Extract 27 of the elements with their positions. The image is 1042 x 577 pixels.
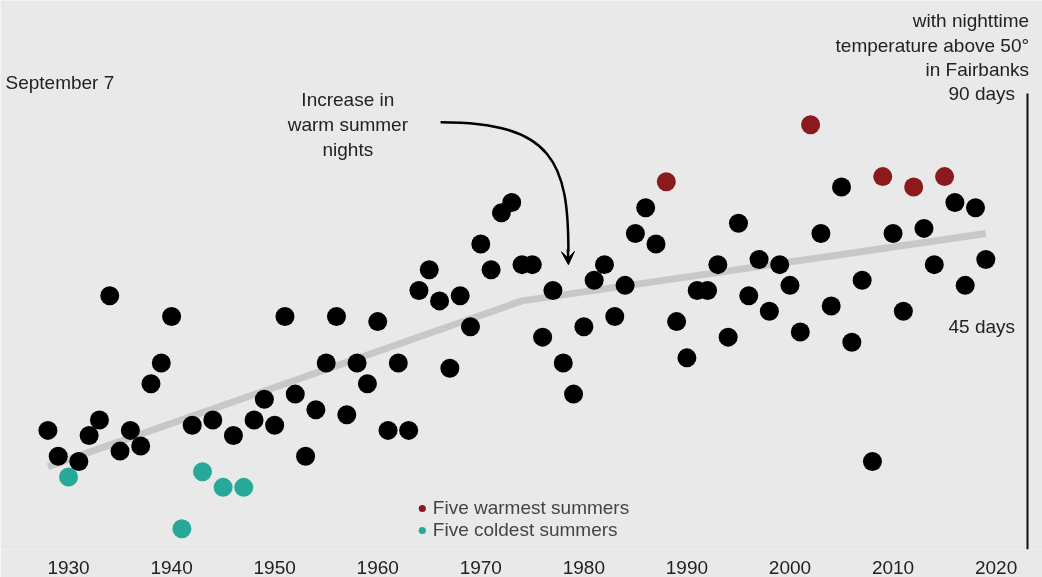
x-tick-label: 1950 (253, 556, 296, 577)
annotation: Increase in warm summer nights (286, 89, 409, 161)
x-tick-label: 1940 (150, 556, 193, 577)
point (193, 462, 213, 482)
x-tick-label: 1990 (665, 556, 709, 577)
x-tick-label: 1980 (562, 556, 605, 577)
x-tick-label: 1960 (356, 556, 399, 577)
point (59, 467, 79, 487)
point (801, 115, 821, 135)
point (172, 519, 192, 539)
point (935, 167, 955, 187)
point (904, 177, 924, 197)
y-axis-title: with nighttime temperature above 50° in Fairbanks (835, 10, 1030, 80)
y-tick-label: 90 days (948, 83, 1016, 105)
y-tick-label: 45 days (948, 316, 1016, 338)
point (234, 477, 254, 497)
point (656, 172, 676, 192)
x-tick-label: 1930 (47, 556, 90, 577)
x-tick-label: 1970 (459, 556, 502, 577)
point (213, 477, 233, 497)
x-tick-label: 2020 (974, 556, 1018, 577)
annotation: September 7 (5, 72, 115, 93)
legend-label: Five warmest summers (432, 497, 630, 519)
x-tick-label: 2000 (768, 556, 812, 577)
point (873, 167, 893, 187)
legend-label: Five coldest summers (432, 519, 618, 541)
x-tick-label: 2010 (871, 556, 915, 577)
